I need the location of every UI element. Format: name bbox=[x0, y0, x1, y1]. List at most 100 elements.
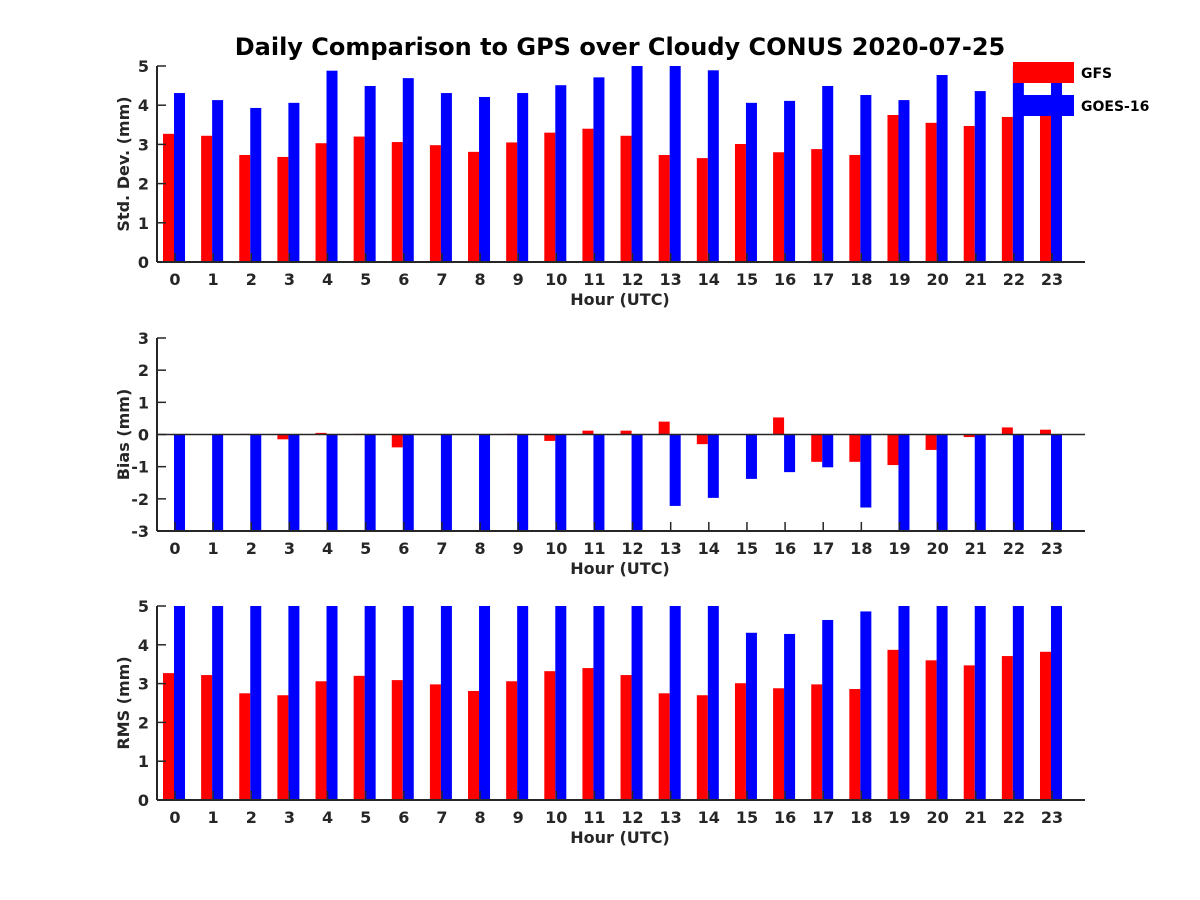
legend-swatch bbox=[1013, 62, 1074, 83]
bar bbox=[544, 132, 556, 262]
bar bbox=[822, 85, 834, 263]
bar bbox=[1012, 434, 1024, 531]
bar bbox=[479, 96, 491, 262]
bar bbox=[250, 606, 262, 800]
bar bbox=[402, 78, 414, 263]
bar bbox=[925, 434, 937, 450]
bar bbox=[811, 149, 823, 262]
x-tick-label: 5 bbox=[360, 270, 371, 289]
bar bbox=[860, 95, 872, 262]
series-goes-16 bbox=[174, 434, 1062, 531]
bar bbox=[1039, 113, 1051, 262]
x-tick-label: 7 bbox=[436, 808, 447, 827]
x-tick-label: 13 bbox=[660, 539, 682, 558]
x-tick-label: 10 bbox=[545, 270, 567, 289]
bar bbox=[974, 434, 986, 531]
bar bbox=[822, 619, 834, 800]
bar bbox=[326, 434, 338, 531]
bar bbox=[277, 156, 289, 262]
y-tick-label: 2 bbox=[138, 175, 149, 194]
bar bbox=[364, 434, 376, 531]
bar bbox=[353, 136, 365, 262]
bar bbox=[440, 434, 452, 531]
x-tick-label: 6 bbox=[398, 808, 409, 827]
x-tick-label: 8 bbox=[474, 270, 485, 289]
x-tick-label: 17 bbox=[812, 270, 834, 289]
bar bbox=[1050, 606, 1062, 800]
x-tick-label: 2 bbox=[246, 270, 257, 289]
bar bbox=[1001, 656, 1013, 800]
bar bbox=[734, 683, 746, 800]
x-tick-label: 15 bbox=[736, 270, 758, 289]
bar bbox=[391, 680, 403, 800]
x-tick-label: 10 bbox=[545, 539, 567, 558]
x-tick-label: 23 bbox=[1041, 539, 1063, 558]
bar bbox=[239, 154, 251, 262]
legend-entry-gfs: GFS bbox=[1013, 62, 1112, 83]
bar bbox=[784, 633, 796, 800]
bar bbox=[163, 133, 174, 262]
bar bbox=[517, 93, 529, 262]
y-tick-label: 0 bbox=[138, 426, 149, 445]
bar bbox=[631, 434, 643, 531]
bar bbox=[1012, 606, 1024, 800]
x-tick-label: 7 bbox=[436, 539, 447, 558]
y-tick-label: 4 bbox=[138, 636, 149, 655]
bar bbox=[696, 695, 708, 800]
x-tick-label: 16 bbox=[774, 270, 796, 289]
bar bbox=[696, 434, 708, 445]
series-gfs bbox=[163, 649, 1051, 800]
bar bbox=[479, 434, 491, 531]
bar bbox=[555, 606, 567, 800]
x-tick-label: 12 bbox=[621, 808, 643, 827]
bar bbox=[163, 673, 174, 800]
y-tick-label: 1 bbox=[138, 752, 149, 771]
bar bbox=[887, 434, 899, 466]
x-tick-label: 17 bbox=[812, 808, 834, 827]
series-gfs bbox=[163, 113, 1051, 263]
bar bbox=[658, 154, 670, 262]
x-tick-label: 6 bbox=[398, 539, 409, 558]
x-tick-label: 3 bbox=[284, 270, 295, 289]
x-tick-label: 17 bbox=[812, 539, 834, 558]
bar bbox=[849, 689, 861, 800]
bar bbox=[440, 606, 452, 800]
x-tick-label: 23 bbox=[1041, 808, 1063, 827]
legend-label: GOES-16 bbox=[1081, 99, 1149, 115]
y-tick-label: 1 bbox=[138, 393, 149, 412]
x-tick-label: 0 bbox=[169, 270, 180, 289]
x-tick-label: 16 bbox=[774, 808, 796, 827]
bar bbox=[925, 122, 937, 262]
bar bbox=[288, 606, 300, 800]
bar bbox=[1050, 77, 1062, 262]
y-tick-label: -3 bbox=[131, 522, 149, 541]
bar bbox=[936, 606, 948, 800]
bar bbox=[277, 434, 289, 440]
x-tick-label: 18 bbox=[850, 539, 872, 558]
bar bbox=[288, 434, 300, 531]
bar bbox=[669, 606, 681, 800]
x-tick-label: 5 bbox=[360, 808, 371, 827]
bar bbox=[555, 434, 567, 531]
bar bbox=[658, 421, 670, 435]
x-tick-label: 4 bbox=[322, 808, 333, 827]
bar bbox=[506, 142, 518, 262]
bar bbox=[326, 606, 338, 800]
bar bbox=[974, 91, 986, 262]
x-tick-label: 23 bbox=[1041, 270, 1063, 289]
bar bbox=[201, 675, 213, 800]
bar bbox=[734, 144, 746, 262]
x-tick-label: 14 bbox=[698, 270, 720, 289]
bar bbox=[402, 434, 414, 531]
bar bbox=[1039, 429, 1051, 435]
x-tick-label: 1 bbox=[208, 808, 219, 827]
bar bbox=[963, 434, 975, 438]
bar bbox=[250, 107, 262, 262]
x-tick-label: 20 bbox=[926, 539, 948, 558]
bar bbox=[773, 152, 785, 262]
chart-legend: GFS GOES-16 bbox=[1013, 62, 1149, 116]
bar bbox=[479, 606, 491, 800]
bar bbox=[898, 606, 910, 800]
